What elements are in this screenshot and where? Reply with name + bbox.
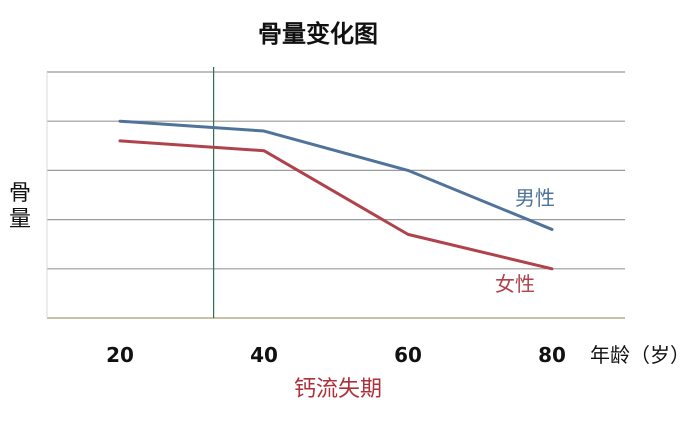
x-tick-label: 20 <box>106 343 134 367</box>
x-tick-label: 80 <box>538 343 566 367</box>
series-line-female <box>118 139 554 271</box>
y-axis-label: 骨量 <box>9 181 31 232</box>
x-axis-label: 年龄（岁） <box>590 343 690 367</box>
series-label-female: 女性 <box>495 272 535 296</box>
series-lines <box>118 119 554 271</box>
y-axis-label-char: 骨 <box>9 181 31 206</box>
grid-lines <box>47 71 625 319</box>
y-axis-label-char: 量 <box>9 207 31 232</box>
series-line-male <box>118 119 554 231</box>
x-tick-label: 60 <box>394 343 422 367</box>
x-tick-labels: 20 40 60 80 <box>106 343 566 367</box>
series-label-male: 男性 <box>515 186 555 210</box>
calcium-loss-label: 钙流失期 <box>294 377 382 402</box>
x-tick-label: 40 <box>250 343 278 367</box>
chart-title: 骨量变化图 <box>258 19 378 48</box>
